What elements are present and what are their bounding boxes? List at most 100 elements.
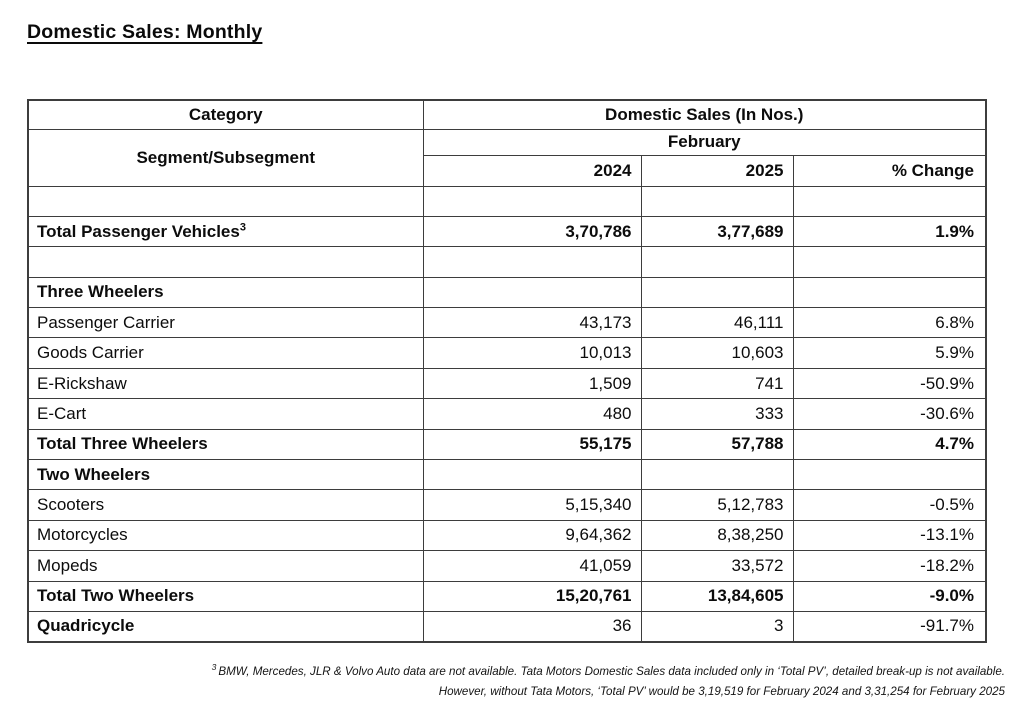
value-2024-cell: 9,64,362: [422, 519, 642, 552]
month-header-cell: February: [422, 128, 987, 156]
value-2025-cell: 10,603: [640, 337, 794, 369]
table-row: E-Cart 480 333 -30.6%: [27, 398, 987, 430]
segment-label: Three Wheelers: [37, 282, 164, 302]
year-2024-header-cell: 2024: [422, 154, 642, 187]
segment-label: Two Wheelers: [37, 464, 151, 484]
pct-change-cell: [792, 276, 987, 309]
segment-label: Total Passenger Vehicles: [37, 221, 240, 241]
table-row: Passenger Carrier 43,173 46,111 6.8%: [27, 307, 987, 339]
footnote: 3 BMW, Mercedes, JLR & Volvo Auto data ar…: [125, 657, 1005, 702]
value-2025-cell: 13,84,605: [640, 580, 794, 612]
table-row: Motorcycles 9,64,362 8,38,250 -13.1%: [27, 519, 987, 552]
sales-title-header-cell: Domestic Sales (In Nos.): [422, 99, 987, 130]
segment-label-cell: Quadricycle: [27, 610, 424, 643]
value-2024-cell: 36: [422, 610, 642, 643]
footnote-marker: 3: [211, 662, 217, 672]
pct-change-header-cell: % Change: [792, 154, 987, 187]
value-2024-cell: 3,70,786: [422, 215, 642, 248]
segment-label-cell: Two Wheelers: [27, 459, 424, 491]
value-2025-cell: 46,111: [640, 307, 794, 339]
value-2024-cell: 55,175: [422, 428, 642, 461]
table-row: Total Three Wheelers 55,175 57,788 4.7%: [27, 428, 987, 461]
value-2024-cell: 1,509: [422, 367, 642, 400]
value-2025-cell: [640, 459, 794, 491]
table-row: [27, 246, 987, 278]
year-2025-header-cell: 2025: [640, 154, 794, 187]
value-2024-cell: 5,15,340: [422, 489, 642, 521]
pct-change-cell: 4.7%: [792, 428, 987, 461]
pct-change-cell: [792, 185, 987, 217]
pct-change-cell: [792, 459, 987, 491]
segment-label-cell: E-Rickshaw: [27, 367, 424, 400]
table-row: Total Two Wheelers 15,20,761 13,84,605 -…: [27, 580, 987, 612]
header-row-month: Segment/Subsegment February: [27, 128, 987, 187]
segment-label: Passenger Carrier: [37, 312, 175, 332]
table-row: Goods Carrier 10,013 10,603 5.9%: [27, 337, 987, 369]
value-2025-cell: 5,12,783: [640, 489, 794, 521]
value-2025-cell: 57,788: [640, 428, 794, 461]
domestic-sales-table: Category Domestic Sales (In Nos.) Segmen…: [27, 99, 987, 643]
table-row: E-Rickshaw 1,509 741 -50.9%: [27, 367, 987, 400]
pct-change-cell: -50.9%: [792, 367, 987, 400]
value-2025-cell: 3,77,689: [640, 215, 794, 248]
segment-header-cell: Segment/Subsegment: [27, 128, 424, 187]
header-row-category: Category Domestic Sales (In Nos.): [27, 99, 987, 130]
footnote-line-2: However, without Tata Motors, ‘Total PV’…: [438, 684, 1005, 698]
footnote-line-1: 3 BMW, Mercedes, JLR & Volvo Auto data ar…: [125, 657, 1005, 682]
segment-label-cell: Passenger Carrier: [27, 307, 424, 339]
segment-label-cell: Scooters: [27, 489, 424, 521]
value-2025-cell: 8,38,250: [640, 519, 794, 552]
table-row: Total Passenger Vehicles3 3,70,786 3,77,…: [27, 215, 987, 248]
segment-label-cell: Goods Carrier: [27, 337, 424, 369]
value-2025-cell: [640, 246, 794, 278]
category-header-cell: Category: [27, 99, 424, 130]
value-2024-cell: 15,20,761: [422, 580, 642, 612]
table-row: Mopeds 41,059 33,572 -18.2%: [27, 550, 987, 582]
value-2025-cell: [640, 276, 794, 309]
value-2024-cell: 10,013: [422, 337, 642, 369]
segment-label-cell: Mopeds: [27, 550, 424, 582]
segment-label-cell: E-Cart: [27, 398, 424, 430]
pct-change-cell: -91.7%: [792, 610, 987, 643]
segment-label: Motorcycles: [37, 525, 128, 545]
value-2024-cell: [422, 246, 642, 278]
footnote-ref: 3: [239, 220, 246, 233]
table-header: Category Domestic Sales (In Nos.) Segmen…: [27, 99, 987, 187]
value-2024-cell: 41,059: [422, 550, 642, 582]
segment-label: Mopeds: [37, 555, 98, 575]
pct-change-cell: 6.8%: [792, 307, 987, 339]
table-row: Three Wheelers: [27, 276, 987, 309]
pct-change-cell: -9.0%: [792, 580, 987, 612]
segment-label-cell: [27, 185, 424, 217]
segment-label-cell: Total Passenger Vehicles3: [27, 215, 424, 248]
value-2025-cell: 333: [640, 398, 794, 430]
pct-change-cell: 1.9%: [792, 215, 987, 248]
segment-label-cell: Total Two Wheelers: [27, 580, 424, 612]
footnote-text-1: BMW, Mercedes, JLR & Volvo Auto data are…: [218, 664, 1005, 678]
value-2024-cell: [422, 185, 642, 217]
value-2025-cell: 3: [640, 610, 794, 643]
segment-label: E-Rickshaw: [37, 373, 127, 393]
segment-label-cell: Motorcycles: [27, 519, 424, 552]
pct-change-cell: 5.9%: [792, 337, 987, 369]
segment-label: Goods Carrier: [37, 343, 144, 363]
table-body: Total Passenger Vehicles3 3,70,786 3,77,…: [27, 185, 987, 643]
pct-change-cell: -0.5%: [792, 489, 987, 521]
segment-label-cell: Total Three Wheelers: [27, 428, 424, 461]
value-2025-cell: 33,572: [640, 550, 794, 582]
segment-label: E-Cart: [37, 403, 87, 423]
value-2024-cell: [422, 276, 642, 309]
segment-label: Scooters: [37, 495, 105, 515]
value-2024-cell: 480: [422, 398, 642, 430]
pct-change-cell: [792, 246, 987, 278]
table-row: Quadricycle 36 3 -91.7%: [27, 610, 987, 643]
value-2025-cell: 741: [640, 367, 794, 400]
segment-label-cell: [27, 246, 424, 278]
header-row-years: 2024 2025 % Change: [28, 154, 987, 187]
table-row: Scooters 5,15,340 5,12,783 -0.5%: [27, 489, 987, 521]
segment-label: Total Two Wheelers: [37, 586, 195, 606]
table-row: [27, 185, 987, 217]
value-2025-cell: [640, 185, 794, 217]
value-2024-cell: [422, 459, 642, 491]
